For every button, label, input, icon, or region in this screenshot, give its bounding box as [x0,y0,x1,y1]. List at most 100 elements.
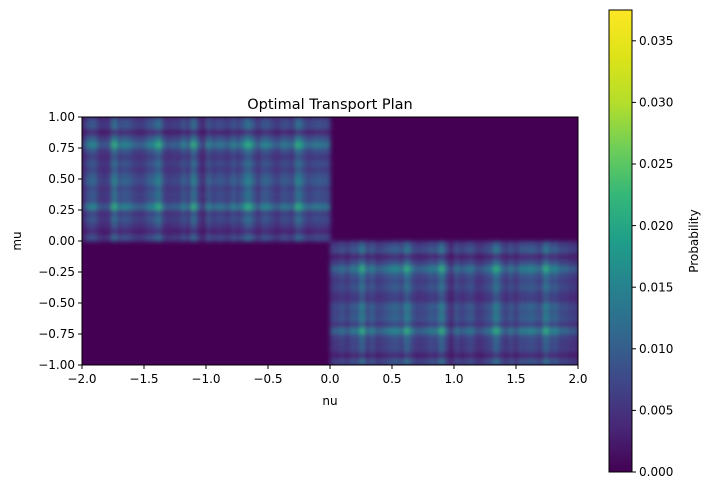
heatmap-cell [106,203,113,211]
heatmap-cell [508,241,515,248]
heatmap-cell [290,203,296,211]
heatmap-cell [339,352,346,360]
heatmap-cell [394,352,401,360]
heatmap-cell [305,135,311,143]
heatmap-cell [166,191,172,199]
heatmap-cell [295,185,301,192]
heatmap-cell [285,148,291,155]
heatmap-cell [136,141,143,149]
heatmap-cell [563,253,569,261]
heatmap-cell [230,154,237,161]
heatmap-cell [463,241,470,248]
heatmap-cell [121,197,128,205]
heatmap-cell [434,315,440,323]
heatmap-cell [449,241,455,248]
heatmap-cell [201,154,207,161]
heatmap-cell [325,191,331,199]
heatmap-cell [349,284,356,292]
heatmap-cell [568,284,574,292]
heatmap-cell [240,148,247,155]
heatmap-cell [503,296,510,304]
heatmap-cell [444,309,450,316]
heatmap-cell [290,141,296,149]
heatmap-cell [275,135,281,143]
heatmap-cell [478,303,485,310]
heatmap-cell [96,160,103,168]
heatmap-cell [206,197,212,205]
heatmap-cell [409,327,415,335]
heatmap-cell [285,191,291,199]
heatmap-cell [483,309,490,316]
heatmap-cell [404,241,410,248]
heatmap-cell [568,334,574,341]
heatmap-cell [101,160,108,168]
heatmap-cell [339,334,346,341]
heatmap-cell [146,191,153,199]
heatmap-cell [116,216,123,223]
heatmap-cell [548,247,554,254]
heatmap-cell [280,228,286,236]
heatmap-cell [210,210,217,217]
heatmap-cell [473,290,480,298]
heatmap-cell [478,321,485,329]
heatmap-cell [210,148,217,155]
heatmap-cell [305,210,311,217]
heatmap-cell [240,234,247,242]
heatmap-cell [250,154,257,161]
heatmap-cell [116,222,123,230]
heatmap-cell [364,259,371,267]
heatmap-cell [196,185,202,192]
heatmap-cell [275,141,281,149]
heatmap-cell [573,278,578,285]
heatmap-cell [181,197,187,205]
heatmap-cell [339,309,346,316]
heatmap-cell [414,259,420,267]
heatmap-cell [478,247,485,254]
heatmap-cell [344,346,351,354]
heatmap-cell [235,117,242,124]
heatmap-cell [225,179,232,186]
heatmap-cell [176,210,182,217]
heatmap-cell [215,228,222,236]
heatmap-cell [285,141,291,149]
heatmap-cell [558,309,564,316]
heatmap-cell [310,166,316,174]
heatmap-cell [354,334,361,341]
heatmap-cell [483,278,490,285]
heatmap-cell [409,346,415,354]
heatmap-cell [573,352,578,360]
heatmap-cell [468,272,475,279]
heatmap-cell [359,253,366,261]
colorbar-tick-label: 0.030 [639,96,673,110]
heatmap-cell [339,315,346,323]
heatmap-cell [330,284,336,292]
heatmap-cell [369,241,376,248]
heatmap-cell [538,340,544,347]
heatmap-cell [206,148,212,155]
heatmap-cell [181,228,187,236]
heatmap-cell [315,234,321,242]
heatmap-cell [161,210,167,217]
heatmap-cell [290,185,296,192]
heatmap-cell [136,197,143,205]
heatmap-cell [285,216,291,223]
heatmap-cell [533,303,539,310]
heatmap-cell [349,241,356,248]
heatmap-cell [374,309,381,316]
heatmap-cell [300,197,306,205]
heatmap-cell [508,315,515,323]
heatmap-cell [518,247,525,254]
heatmap-cell [573,358,578,365]
heatmap-cell [181,141,187,149]
heatmap-cell [429,315,435,323]
heatmap-cell [498,340,505,347]
heatmap-cell [270,129,277,137]
heatmap-cell [181,123,187,130]
heatmap-cell [171,141,177,149]
heatmap-cell [86,172,93,180]
heatmap-cell [553,334,559,341]
heatmap-cell [389,265,396,273]
heatmap-cell [210,228,217,236]
heatmap-cell [136,154,143,161]
heatmap-cell [325,210,331,217]
